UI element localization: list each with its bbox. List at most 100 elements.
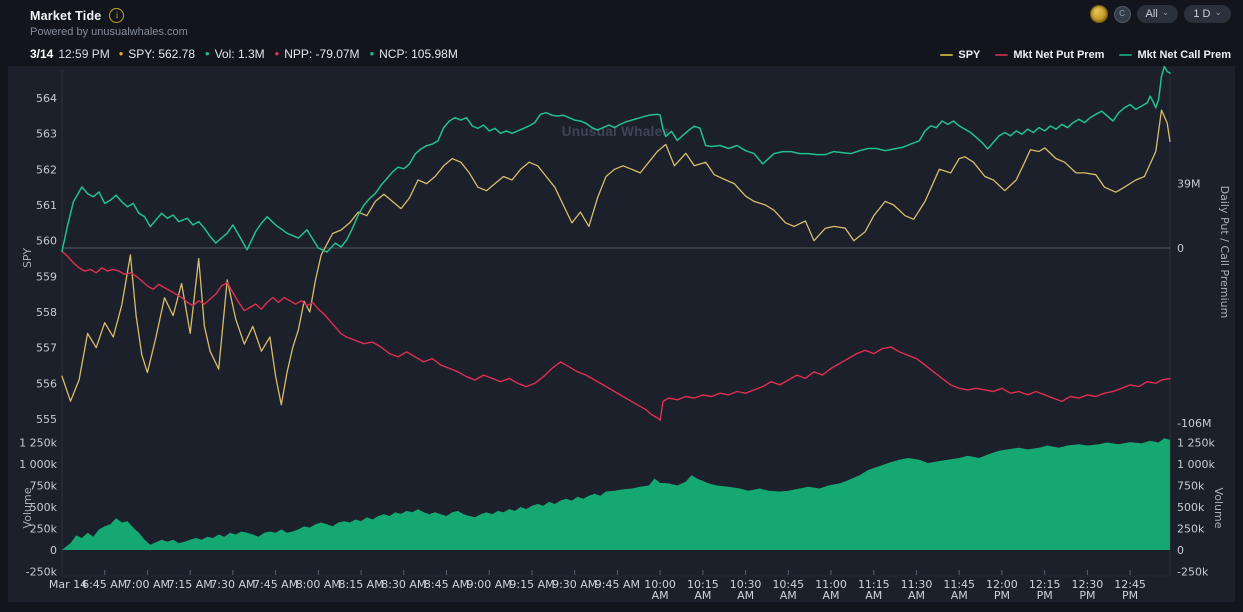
- status-date: 3/14: [30, 47, 54, 61]
- x-axis-tick-label: 10:00 AM: [644, 578, 676, 602]
- legend-label: Mkt Net Put Prem: [1013, 49, 1105, 61]
- x-axis-tick-label: 9:15 AM: [509, 578, 554, 591]
- x-axis-tick-label: 12:00 PM: [986, 578, 1018, 602]
- legend-dash-icon: [940, 53, 954, 57]
- metric-text: Vol: 1.3M: [214, 47, 265, 61]
- spy-axis-tick: 562: [36, 163, 57, 176]
- filter-all-dropdown[interactable]: All ⌄: [1136, 5, 1179, 23]
- volume-left-axis-tick: 250k: [30, 523, 58, 536]
- x-axis-tick-label: 11:00 AM: [815, 578, 847, 602]
- x-axis-tick-label: 11:45 AM: [943, 578, 975, 602]
- x-axis-tick-label: 7:00 AM: [125, 578, 170, 591]
- volume-right-axis-tick: 750k: [1177, 480, 1205, 493]
- x-axis-tick-label: 8:15 AM: [338, 578, 383, 591]
- gold-coin-icon[interactable]: [1089, 5, 1108, 23]
- filter-all-label: All: [1145, 8, 1158, 20]
- series-line-mkt-net-call-prem: [61, 65, 1171, 253]
- metric-text: NCP: 105.98M: [379, 47, 458, 61]
- metric-bullet-icon: •: [118, 46, 124, 61]
- spy-axis-tick: 564: [36, 92, 57, 105]
- volume-right-axis-tick: 500k: [1177, 501, 1205, 514]
- timeframe-dropdown[interactable]: 1 D ⌄: [1184, 5, 1231, 23]
- volume-right-axis-tick: -250k: [1177, 566, 1209, 579]
- x-axis-tick-label: 7:45 AM: [253, 578, 298, 591]
- x-axis-tick-label: 6:45 AM: [82, 578, 127, 591]
- premium-axis-title: Daily Put / Call Premium: [1218, 186, 1231, 319]
- series-line-spy: [61, 109, 1171, 406]
- spy-axis-tick: 560: [36, 235, 57, 248]
- status-bar: 3/14 12:59 PM • SPY: 562.78 • Vol: 1.3M • NPP…: [30, 47, 458, 61]
- c-coin-icon[interactable]: C: [1113, 5, 1131, 23]
- x-axis-tick-label: 12:15 PM: [1029, 578, 1061, 602]
- legend-item-mkt-net-put-prem[interactable]: Mkt Net Put Prem: [995, 49, 1104, 61]
- spy-axis-title: SPY: [21, 248, 34, 268]
- spy-axis-tick: 556: [36, 377, 57, 390]
- status-metric-ncp: • NCP: 105.98M: [370, 47, 458, 61]
- x-axis-tick-label: 7:30 AM: [210, 578, 255, 591]
- volume-right-axis-tick: 0: [1177, 544, 1184, 557]
- x-axis-tick-label: 12:45 PM: [1114, 578, 1146, 602]
- x-axis-tick-label: 11:15 AM: [858, 578, 890, 602]
- spy-axis-tick: 557: [36, 342, 57, 355]
- x-axis-tick-label: 9:45 AM: [595, 578, 640, 591]
- metric-bullet-icon: •: [369, 46, 375, 61]
- metric-bullet-icon: •: [205, 46, 210, 61]
- volume-left-axis-tick: 0: [50, 544, 57, 557]
- x-axis-tick-label: 9:30 AM: [552, 578, 597, 591]
- x-axis-tick-label: 12:30 PM: [1072, 578, 1104, 602]
- info-icon[interactable]: i: [109, 8, 125, 23]
- chevron-down-icon: ⌄: [1214, 6, 1222, 17]
- premium-axis-tick: 0: [1177, 242, 1184, 255]
- legend-dash-icon: [995, 53, 1009, 57]
- volume-left-axis-tick: 1 250k: [19, 437, 57, 450]
- x-axis-tick-label: 10:30 AM: [730, 578, 762, 602]
- volume-right-axis-tick: 1 250k: [1177, 437, 1215, 450]
- x-axis-tick-label: 8:30 AM: [381, 578, 426, 591]
- watermark: Unusual Whales: [561, 124, 671, 139]
- x-axis-tick-label: 11:30 AM: [901, 578, 933, 602]
- x-axis-tick-label: 8:45 AM: [424, 578, 469, 591]
- top-bar: Market Tide i Powered by unusualwhales.c…: [0, 0, 1243, 44]
- x-axis-tick-label: 8:00 AM: [296, 578, 341, 591]
- spy-axis-tick: 563: [36, 128, 57, 141]
- premium-axis-tick: -106M: [1177, 417, 1211, 430]
- spy-axis-tick: 555: [36, 413, 57, 426]
- volume-right-axis-tick: 1 000k: [1177, 458, 1215, 471]
- volume-left-axis-tick: -250k: [26, 566, 58, 579]
- volume-left-axis-title: Volume: [21, 487, 34, 528]
- metric-text: SPY: 562.78: [128, 47, 196, 61]
- legend-label: Mkt Net Call Prem: [1137, 49, 1231, 61]
- legend-item-spy[interactable]: SPY: [940, 49, 980, 61]
- x-axis-tick-label: 10:45 AM: [772, 578, 804, 602]
- chevron-down-icon: ⌄: [1161, 6, 1170, 17]
- status-metric-vol: • Vol: 1.3M: [205, 47, 265, 61]
- volume-right-axis-tick: 250k: [1177, 523, 1205, 536]
- legend-item-mkt-net-call-prem[interactable]: Mkt Net Call Prem: [1119, 49, 1231, 61]
- metric-bullet-icon: •: [274, 46, 280, 61]
- powered-by-text: Powered by unusualwhales.com: [30, 26, 188, 38]
- volume-left-axis-tick: 750k: [30, 480, 58, 493]
- legend-dash-icon: [1119, 53, 1133, 57]
- status-time: 12:59 PM: [58, 47, 110, 61]
- status-metric-spy: • SPY: 562.78: [119, 47, 195, 61]
- page-title: Market Tide: [30, 8, 102, 23]
- chart-legend: SPY Mkt Net Put Prem Mkt Net Call Prem: [940, 49, 1231, 61]
- volume-area: [62, 438, 1170, 550]
- status-metric-npp: • NPP: -79.07M: [275, 47, 360, 61]
- x-axis-tick-label: 10:15 AM: [687, 578, 719, 602]
- premium-axis-tick: 39M: [1177, 178, 1201, 191]
- timeframe-label: 1 D: [1193, 8, 1211, 20]
- x-axis-tick-label: 9:00 AM: [467, 578, 512, 591]
- header-controls: C All ⌄ 1 D ⌄: [1089, 5, 1231, 23]
- x-axis-tick-label: 7:15 AM: [168, 578, 213, 591]
- legend-label: SPY: [958, 49, 981, 61]
- metric-text: NPP: -79.07M: [284, 47, 360, 61]
- spy-axis-tick: 561: [36, 199, 57, 212]
- spy-axis-tick: 559: [36, 270, 57, 283]
- volume-right-axis-title: Volume: [1212, 488, 1225, 529]
- spy-axis-tick: 558: [36, 306, 57, 319]
- volume-left-axis-tick: 500k: [30, 501, 58, 514]
- x-axis-start-label: Mar 14: [49, 578, 87, 591]
